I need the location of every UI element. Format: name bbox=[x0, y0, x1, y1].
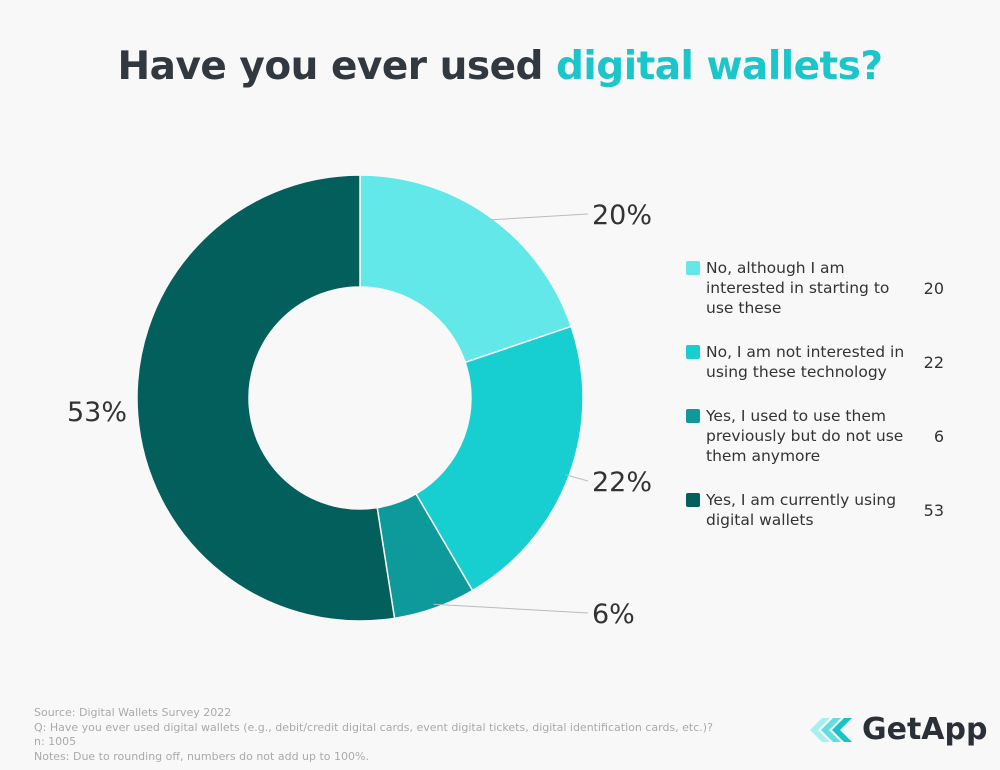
source-text: Source: Digital Wallets Survey 2022 bbox=[34, 706, 232, 719]
legend-label: Yes, I used to use them previously but d… bbox=[706, 407, 904, 465]
legend-swatch bbox=[686, 261, 700, 275]
legend-label: No, although I am interested in starting… bbox=[706, 259, 890, 317]
legend-label: No, I am not interested in using these t… bbox=[706, 343, 905, 381]
question-text: Q: Have you ever used digital wallets (e… bbox=[34, 720, 713, 734]
donut-chart: 20% 22% 6% 53% bbox=[67, 174, 652, 630]
leader-line bbox=[565, 474, 589, 482]
getapp-logo: GetApp bbox=[810, 712, 987, 747]
data-label: 20% bbox=[592, 200, 652, 231]
legend-swatch bbox=[686, 493, 700, 507]
legend-value: 53 bbox=[923, 500, 944, 520]
leader-line bbox=[487, 213, 589, 221]
title-accent: digital wallets? bbox=[556, 44, 883, 89]
legend-value: 22 bbox=[923, 352, 944, 372]
legend-item: No, although I am interested in starting… bbox=[686, 258, 956, 318]
data-label: 53% bbox=[67, 397, 127, 428]
title-prefix: Have you ever used bbox=[117, 44, 557, 89]
legend-item: Yes, I used to use them previously but d… bbox=[686, 406, 956, 466]
chart-title: Have you ever used digital wallets? bbox=[0, 44, 1000, 89]
logo-text: GetApp bbox=[862, 712, 988, 747]
getapp-chevrons-icon bbox=[810, 717, 852, 742]
legend-item: Yes, I am currently using digital wallet… bbox=[686, 490, 956, 530]
sample-size-text: n: 1005 bbox=[34, 735, 77, 748]
legend-item: No, I am not interested in using these t… bbox=[686, 342, 956, 382]
donut-slice bbox=[414, 325, 584, 592]
legend-value: 6 bbox=[933, 426, 944, 446]
data-label: 6% bbox=[592, 599, 635, 630]
donut-slice bbox=[359, 174, 573, 364]
legend-swatch bbox=[686, 345, 700, 359]
legend-value: 20 bbox=[923, 278, 944, 298]
legend-swatch bbox=[686, 409, 700, 423]
data-label: 22% bbox=[592, 467, 652, 498]
donut-slice bbox=[136, 174, 396, 622]
legend-label: Yes, I am currently using digital wallet… bbox=[706, 491, 897, 529]
notes-text: Notes: Due to rounding off, numbers do n… bbox=[34, 749, 369, 763]
leader-line bbox=[433, 603, 589, 614]
legend: No, although I am interested in starting… bbox=[686, 258, 956, 530]
footer-notes: Source: Digital Wallets Survey 2022 Q: H… bbox=[34, 706, 713, 764]
